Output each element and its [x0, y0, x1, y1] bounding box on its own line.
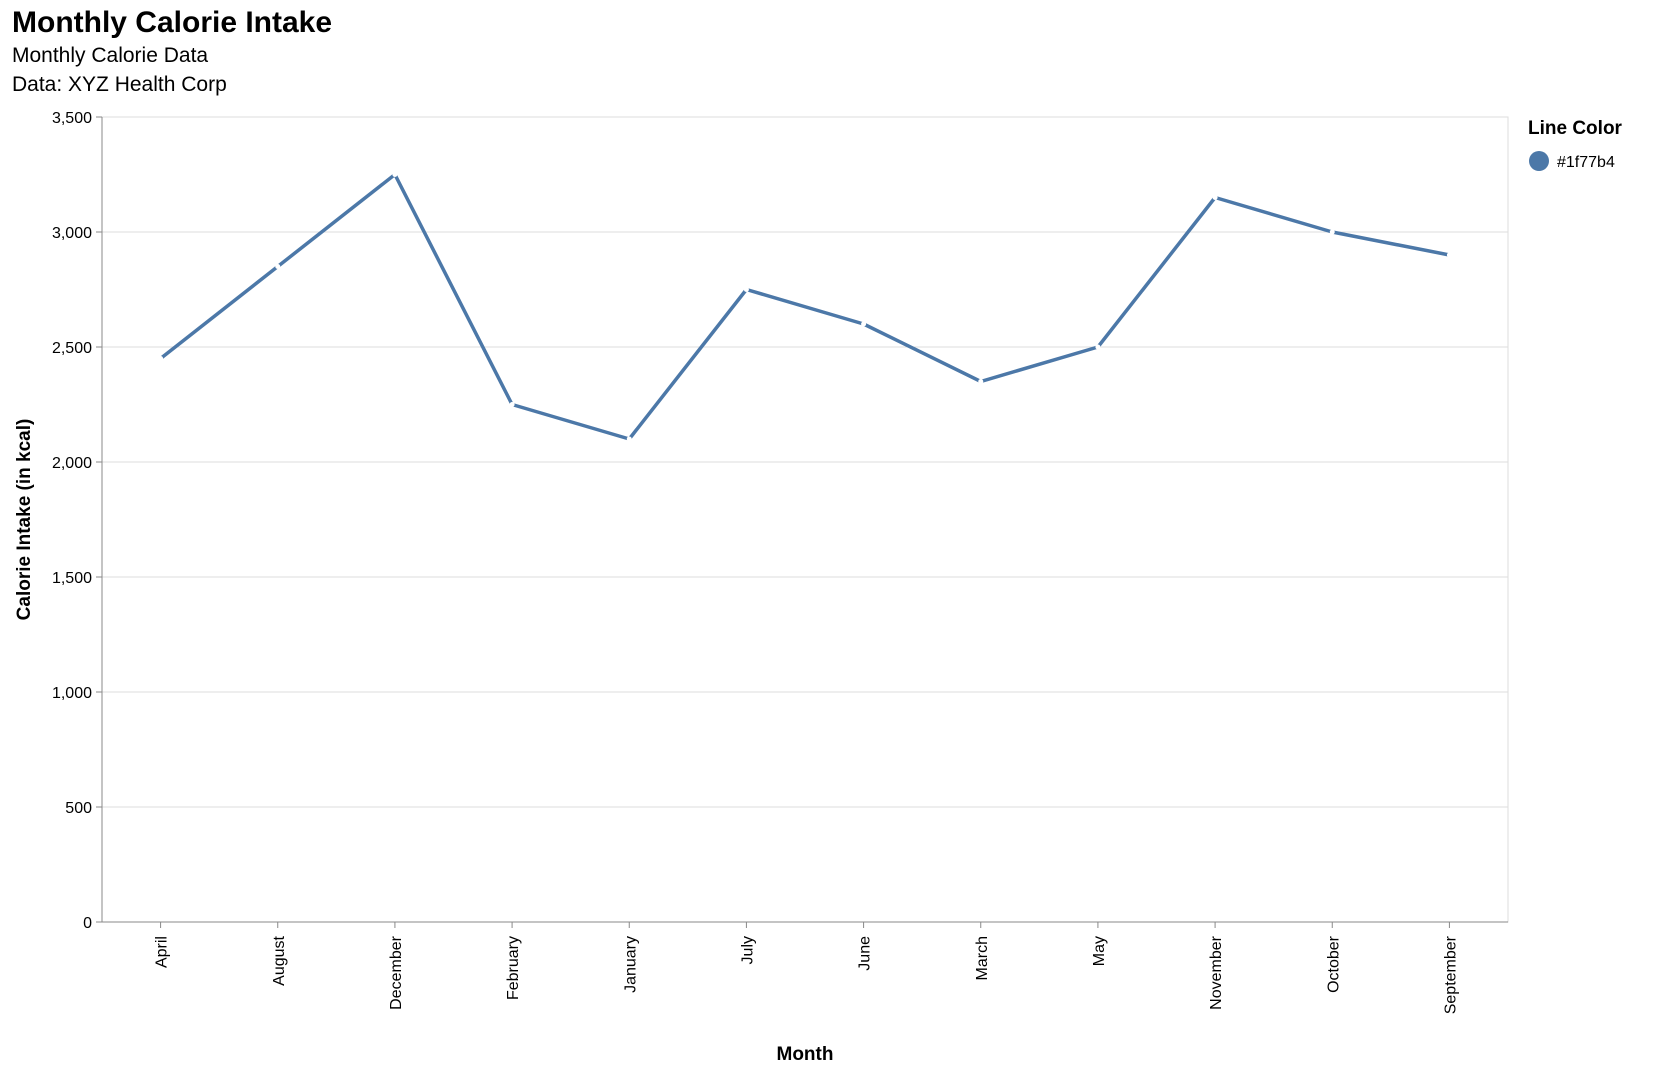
y-axis: 0 500 1,000 1,500 2,000 2,500 3,000 3,500: [52, 110, 103, 932]
x-tick-label: September: [1442, 935, 1459, 1014]
data-point: [158, 356, 164, 361]
data-point: [1212, 195, 1218, 200]
data-point: [626, 436, 632, 442]
chart-title: Monthly Calorie Intake: [12, 6, 333, 39]
data-point: [275, 264, 281, 269]
legend-swatch: [1529, 151, 1549, 171]
x-tick-label: March: [974, 936, 991, 980]
data-point: [861, 321, 867, 327]
y-tick-label: 500: [65, 800, 92, 817]
y-tick-label: 3,500: [52, 110, 92, 127]
x-tick-label: December: [388, 935, 405, 1009]
x-tick-label: October: [1325, 935, 1342, 993]
y-axis-title: Calorie Intake (in kcal): [14, 419, 35, 621]
y-tick-label: 2,500: [52, 340, 92, 357]
data-point: [1446, 252, 1452, 258]
x-tick-label: August: [271, 935, 288, 985]
legend: Line Color #1f77b4: [1528, 118, 1623, 171]
data-point: [978, 379, 984, 384]
chart-source: Data: XYZ Health Corp: [12, 73, 227, 96]
x-tick-label: January: [622, 936, 639, 993]
data-point: [509, 402, 515, 407]
y-tick-label: 3,000: [52, 225, 92, 242]
x-tick-label: June: [857, 936, 874, 971]
data-point: [1329, 229, 1335, 235]
x-tick-label: July: [739, 936, 756, 964]
legend-label: #1f77b4: [1557, 154, 1615, 171]
x-tick-label: November: [1208, 935, 1225, 1009]
data-point: [392, 172, 398, 177]
x-tick-label: April: [154, 936, 171, 968]
data-point: [1095, 344, 1101, 350]
series: [158, 172, 1452, 442]
x-axis: April August December February January July Ju…: [102, 921, 1508, 1014]
data-point: [743, 287, 749, 292]
y-tick-label: 1,000: [52, 685, 92, 702]
legend-title: Line Color: [1528, 118, 1623, 139]
y-tick-label: 2,000: [52, 455, 92, 472]
chart-subtitle: Monthly Calorie Data: [12, 44, 209, 67]
y-tick-label: 0: [83, 915, 92, 932]
x-tick-label: May: [1091, 936, 1108, 966]
y-tick-label: 1,500: [52, 570, 92, 587]
x-tick-label: February: [505, 936, 522, 1000]
x-axis-title: Month: [777, 1044, 834, 1065]
series-line: [158, 172, 1452, 441]
